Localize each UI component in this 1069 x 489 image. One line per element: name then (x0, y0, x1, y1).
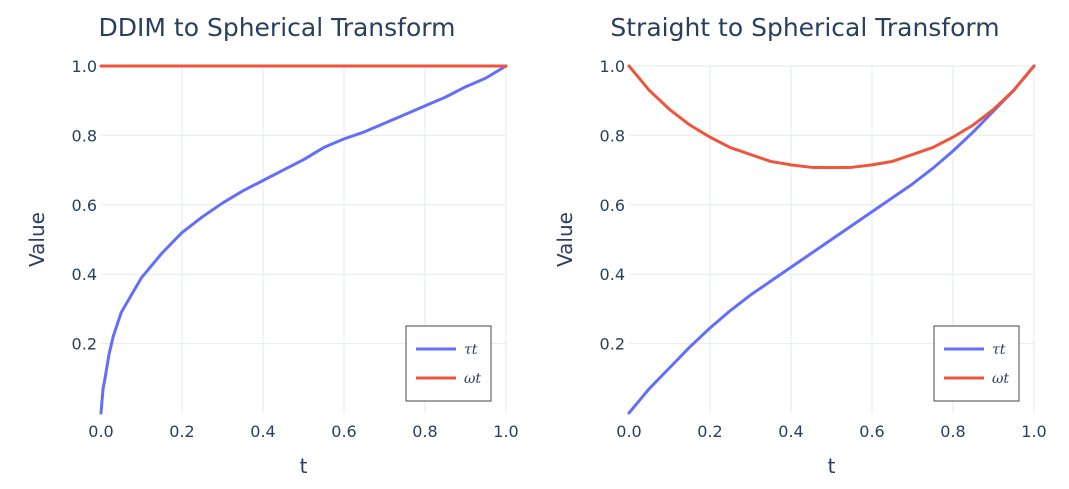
y-tick-label: 0.2 (600, 335, 625, 354)
chart-title: DDIM to Spherical Transform (99, 13, 456, 42)
chart-title: Straight to Spherical Transform (610, 13, 999, 42)
legend-label: τt (992, 342, 1006, 358)
legend-label: τt (464, 342, 478, 358)
x-tick-label: 0.4 (778, 422, 803, 441)
x-tick-label: 0.2 (697, 422, 722, 441)
x-tick-label: 0.4 (250, 422, 275, 441)
x-tick-label: 1.0 (1021, 422, 1046, 441)
y-tick-label: 0.8 (72, 126, 97, 145)
y-tick-label: 1.0 (600, 57, 625, 76)
series-line-tau (99, 64, 508, 415)
y-tick-label: 0.6 (600, 196, 625, 215)
y-tick-label: 0.6 (72, 196, 97, 215)
chart-2: Straight to Spherical Transform 0.0 0.2 0.4… (553, 13, 1047, 478)
legend-label: ωt (992, 371, 1009, 387)
x-tick-label: 0.2 (169, 422, 194, 441)
x-tick-label: 0.0 (616, 422, 641, 441)
y-axis-title: Value (553, 212, 577, 267)
x-tick-label: 0.8 (412, 422, 437, 441)
x-tick-label: 0.6 (331, 422, 356, 441)
chart-1: DDIM to Spherical Transform 0.0 0.2 0.4 0.6 0… (25, 13, 519, 478)
series-line-tau (627, 64, 1036, 415)
x-tick-label: 0.6 (859, 422, 884, 441)
y-tick-label: 1.0 (72, 57, 97, 76)
y-axis-title: Value (25, 212, 49, 267)
legend-box (405, 325, 492, 402)
legend-label: ωt (464, 371, 481, 387)
x-axis-title: t (828, 454, 836, 478)
x-tick-label: 1.0 (493, 422, 518, 441)
x-tick-label: 0.8 (940, 422, 965, 441)
x-tick-label: 0.0 (88, 422, 113, 441)
y-tick-label: 0.4 (600, 265, 625, 284)
y-tick-label: 0.2 (72, 335, 97, 354)
series-line-omega (627, 64, 1036, 170)
legend-box (933, 325, 1020, 402)
y-tick-label: 0.8 (600, 126, 625, 145)
x-axis-title: t (300, 454, 308, 478)
y-tick-label: 0.4 (72, 265, 97, 284)
